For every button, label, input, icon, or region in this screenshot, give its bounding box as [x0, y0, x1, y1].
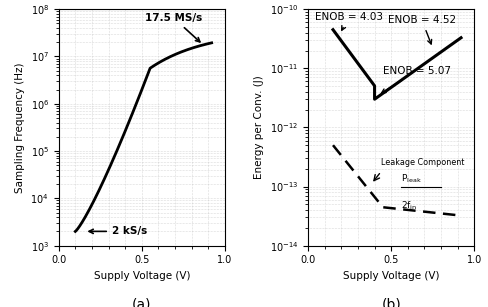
Text: ENOB = 5.07: ENOB = 5.07	[381, 66, 450, 93]
Text: $\mathregular{P_{leak}}$: $\mathregular{P_{leak}}$	[400, 173, 421, 185]
Text: ENOB = 4.03: ENOB = 4.03	[314, 12, 382, 30]
X-axis label: Supply Voltage (V): Supply Voltage (V)	[93, 271, 190, 281]
Text: Leakage Component: Leakage Component	[381, 158, 464, 168]
Y-axis label: Energy per Conv. (J): Energy per Conv. (J)	[254, 76, 264, 179]
Text: 2 kS/s: 2 kS/s	[89, 226, 147, 236]
Text: (a): (a)	[132, 297, 151, 307]
Text: $\mathregular{2f_{in}}$: $\mathregular{2f_{in}}$	[400, 200, 417, 212]
Text: (b): (b)	[381, 297, 400, 307]
X-axis label: Supply Voltage (V): Supply Voltage (V)	[342, 271, 439, 281]
Text: 17.5 MS/s: 17.5 MS/s	[145, 13, 202, 42]
Y-axis label: Sampling Frequency (Hz): Sampling Frequency (Hz)	[15, 62, 25, 193]
Text: ENOB = 4.52: ENOB = 4.52	[387, 15, 455, 44]
